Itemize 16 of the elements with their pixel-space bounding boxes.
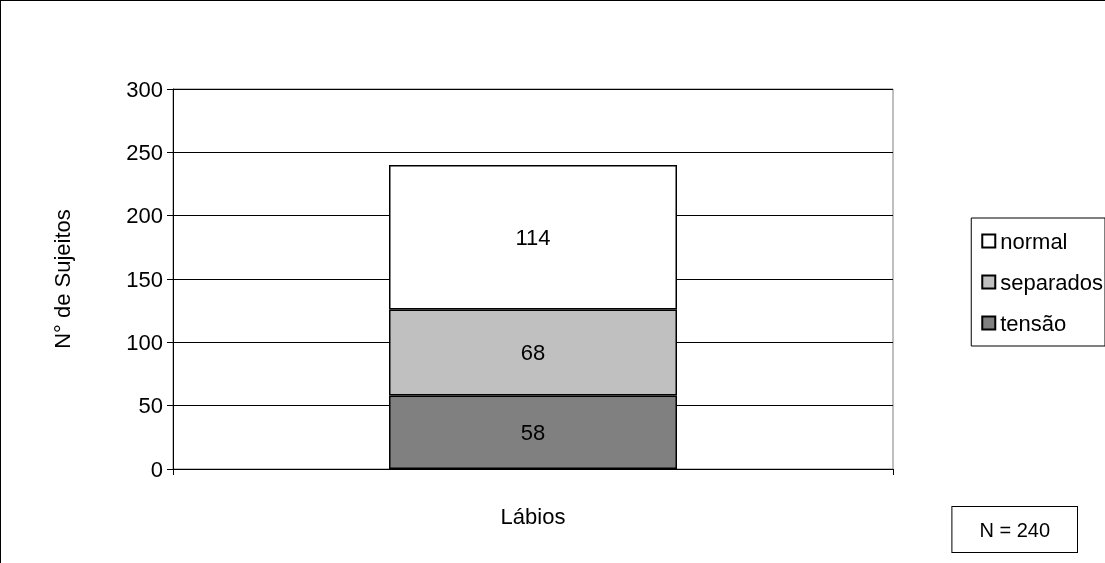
y-tick-label: 300	[126, 76, 163, 102]
y-tick-label: 150	[126, 266, 163, 292]
legend-label: normal	[1000, 228, 1068, 254]
y-tick-label: 0	[150, 456, 163, 482]
data-label: 58	[520, 419, 546, 445]
legend-label: separados	[1000, 269, 1104, 295]
data-label: 114	[515, 224, 551, 250]
data-label: 68	[520, 339, 546, 365]
y-axis-title: N° de Sujeitos	[49, 209, 75, 349]
y-tick-label: 100	[126, 329, 163, 355]
y-tick-label: 50	[138, 393, 163, 419]
x-tick-label: Lábios	[500, 503, 566, 529]
text: N = 240	[979, 519, 1050, 541]
y-tick-label: 200	[126, 203, 163, 229]
legend-label: tensão	[1000, 310, 1067, 336]
y-tick-label: 250	[126, 139, 163, 165]
